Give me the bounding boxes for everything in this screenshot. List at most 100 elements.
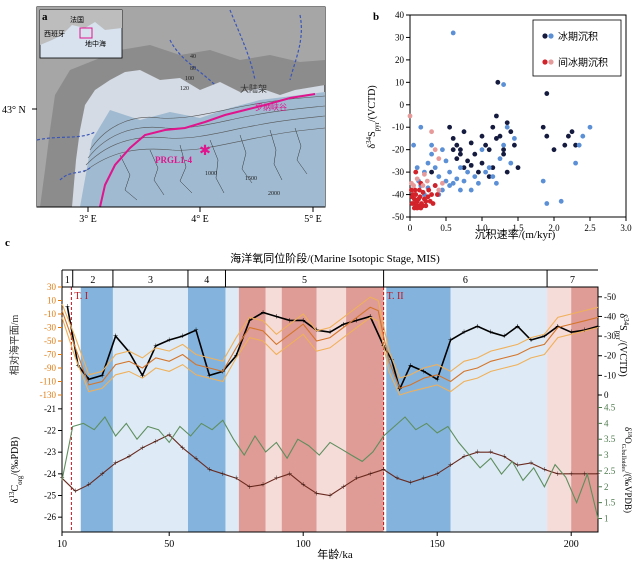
- scatter-point: [436, 187, 442, 193]
- scatter-point: [410, 192, 416, 197]
- scatter-point: [413, 169, 419, 175]
- scatter-point: [562, 142, 568, 148]
- scatter-point: [512, 136, 517, 141]
- sulfur-data-point: +: [301, 315, 306, 325]
- oxygen-axis-label-delta: δ: [623, 427, 633, 431]
- series-line: [61, 434, 598, 497]
- scatter-point: [490, 174, 496, 180]
- carbon-data-point: +: [73, 486, 78, 496]
- canyons: [119, 127, 308, 201]
- carbon-data-point: +: [140, 443, 145, 453]
- plot-frame: [61, 286, 599, 533]
- depth-label: 40: [190, 54, 196, 60]
- y-tick-label: -10: [392, 122, 404, 132]
- scatter-points: [407, 30, 593, 211]
- carbon-data-point: +: [394, 473, 399, 483]
- y-tick-label: 3.5: [604, 434, 616, 444]
- scatter-point: [454, 176, 460, 182]
- y-tick-label: 4.5: [604, 403, 616, 413]
- scatter-point: [432, 165, 438, 171]
- y-tick-label: -24: [44, 469, 56, 479]
- y-tick-label: 10: [47, 296, 57, 306]
- sulfur-data-point: +: [100, 370, 105, 380]
- y-tick-label: 1: [604, 513, 609, 523]
- lon-tick-label: 5° E: [304, 214, 322, 225]
- mis-stage-label: 7: [570, 275, 575, 286]
- x-tick-label: 150: [430, 539, 445, 550]
- sulfur-data-point: +: [153, 341, 158, 351]
- carbon-data-point: +: [421, 473, 426, 483]
- carbon-data-point: +: [220, 469, 225, 479]
- sulfur-data-point: +: [408, 361, 413, 371]
- scatter-point: [409, 187, 414, 193]
- scatter-point: [580, 133, 586, 139]
- inset-france-label: 法国: [70, 15, 84, 24]
- scatter-point: [461, 165, 467, 171]
- legend-label-interglacial: 间冰期沉积: [558, 56, 608, 69]
- scatter-point: [483, 169, 488, 175]
- scatter-point: [504, 169, 510, 175]
- scatter-point: [476, 169, 481, 175]
- y-tick-label: 30: [395, 32, 405, 42]
- scatter-point: [504, 120, 510, 126]
- oxygen-axis-label: δ18OG.bulloides/(‰VPDB): [620, 427, 633, 513]
- scatter-point: [479, 147, 485, 153]
- sulfur-data-point: +: [234, 351, 239, 361]
- panel-label-b: b: [373, 11, 379, 23]
- carbon-data-point: +: [247, 482, 252, 492]
- y-tick-label: -40: [604, 311, 616, 321]
- mis-stage-bar: 1 2 3 4 5 6 7: [61, 269, 598, 287]
- carbon-data-point: +: [582, 469, 587, 479]
- sulfur-data-point: +: [421, 366, 426, 376]
- inset-med-label: 地中海: [85, 39, 106, 48]
- y-tick-label: 3: [604, 450, 609, 460]
- sulfur-data-point: +: [113, 331, 118, 341]
- scatter-point: [486, 165, 492, 171]
- sulfur-axis-label-delta: δ: [617, 313, 628, 318]
- scatter-point: [420, 189, 426, 195]
- scatter-point: [436, 174, 442, 180]
- scatter-point: [447, 183, 452, 188]
- depth-label: 80: [190, 66, 196, 72]
- legend-box: [532, 19, 622, 77]
- inset-map: 法国 西班牙 地中海: [39, 9, 123, 59]
- shelf-label: 大陆架: [240, 83, 267, 94]
- mis-band: [238, 287, 266, 532]
- sulfur-data-point: +: [488, 327, 493, 337]
- scatter-point: [414, 176, 420, 182]
- x-tick-label: 100: [296, 539, 311, 550]
- carbon-data-point: +: [260, 480, 265, 490]
- mis-stage-label: 1: [65, 275, 70, 286]
- panel-label-c: c: [5, 237, 10, 249]
- y-tick-label: -20: [392, 145, 404, 155]
- scatter-point: [576, 142, 582, 148]
- scatter-point: [573, 160, 578, 166]
- legend-marker: [548, 33, 554, 39]
- sulfur-axis-label-sup: 34: [622, 318, 630, 326]
- y-tick-label: -10: [44, 309, 56, 319]
- mis-stage-label: 4: [204, 275, 209, 286]
- inset-spain-label: 西班牙: [44, 29, 65, 38]
- x-tick-label: 10: [57, 539, 67, 550]
- sulfur-data-point: +: [287, 315, 292, 325]
- carbon-data-point: +: [113, 458, 118, 468]
- scatter-point: [468, 162, 474, 168]
- scatter-point: [429, 129, 434, 135]
- series-line: [66, 306, 599, 392]
- scatter-point: [450, 136, 456, 141]
- scatter-point: [409, 201, 415, 206]
- sulfur-data-point: +: [341, 319, 346, 329]
- sulfur-axis-label: δ34Spyr/(VCTD): [614, 313, 630, 376]
- oxygen-axis-label-sup: 18: [626, 431, 632, 437]
- mis-band: [80, 287, 113, 532]
- x-tick-label: 2.5: [584, 223, 596, 233]
- scatter-point: [461, 178, 467, 184]
- sulfur-data-point: +: [193, 325, 198, 335]
- sulfur-data-point: +: [274, 311, 279, 321]
- scatter-point: [501, 142, 506, 148]
- scatter-point: [544, 91, 550, 96]
- scatter-point: [425, 194, 431, 200]
- carbon-data-point: +: [381, 465, 386, 475]
- scatter-point: [447, 124, 452, 130]
- sulfur-data-point: +: [389, 355, 394, 365]
